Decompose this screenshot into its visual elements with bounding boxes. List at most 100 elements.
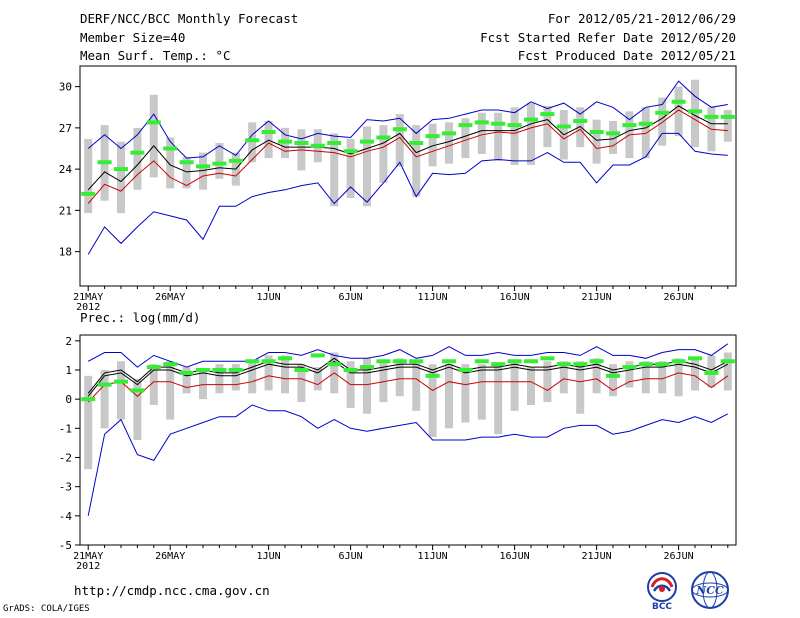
prec-marker bbox=[130, 388, 145, 393]
prec-box bbox=[477, 364, 486, 420]
prec-box bbox=[313, 367, 322, 391]
prec-marker bbox=[540, 356, 555, 361]
temp-box bbox=[199, 152, 207, 190]
temp-box bbox=[691, 79, 699, 148]
prec-marker bbox=[655, 362, 670, 367]
temp-frame bbox=[79, 65, 737, 287]
temp-marker bbox=[114, 167, 128, 172]
temp-box bbox=[641, 107, 650, 159]
temp-box bbox=[133, 127, 142, 190]
temp-box bbox=[149, 94, 158, 178]
temp-marker bbox=[491, 121, 506, 126]
prec-y-tick-label: -4 bbox=[59, 510, 73, 523]
prec-x-tick-label: 16JUN bbox=[500, 551, 530, 562]
prec-marker bbox=[474, 359, 489, 364]
temp-x-tick-label: 1JUN bbox=[257, 292, 281, 303]
prec-marker bbox=[114, 379, 128, 384]
temp-x-tick-label: 16JUN bbox=[500, 292, 530, 303]
prec-x-tick-label: 21JUN bbox=[582, 551, 612, 562]
prec-box bbox=[510, 361, 519, 411]
prec-box bbox=[674, 358, 683, 397]
prec-box bbox=[658, 361, 667, 394]
temp-x-tick-label: 21JUN bbox=[582, 292, 612, 303]
prec-marker bbox=[163, 362, 178, 367]
temp-marker bbox=[507, 123, 522, 128]
prec-x-tick-label: 6JUN bbox=[339, 551, 363, 562]
prec-box bbox=[166, 361, 175, 420]
prec-line-upper bbox=[87, 357, 729, 394]
svg-text:NCC: NCC bbox=[695, 584, 724, 597]
prec-marker bbox=[245, 359, 260, 364]
temp-box bbox=[445, 122, 453, 164]
temp-x-tick-label: 6JUN bbox=[339, 292, 363, 303]
prec-marker bbox=[97, 382, 112, 387]
prec-marker bbox=[196, 368, 210, 372]
source-url[interactable]: http://cmdp.ncc.cma.gov.cn bbox=[74, 583, 270, 598]
prec-box bbox=[133, 378, 142, 440]
temp-box bbox=[428, 123, 437, 167]
temp-marker bbox=[540, 112, 555, 117]
temp-y-tick-label: 30 bbox=[59, 81, 72, 94]
prec-box bbox=[231, 364, 240, 391]
prec-box bbox=[559, 361, 568, 394]
temp-box bbox=[215, 143, 224, 179]
temp-marker bbox=[589, 130, 604, 134]
prec-marker bbox=[212, 368, 227, 372]
prec-marker bbox=[606, 373, 620, 378]
temp-box bbox=[264, 121, 273, 159]
temp-marker bbox=[655, 110, 670, 115]
temp-box bbox=[412, 125, 421, 197]
prec-x-tick-label: 26MAY bbox=[155, 551, 185, 562]
prec-box bbox=[117, 361, 125, 420]
temp-marker bbox=[573, 119, 588, 123]
temp-marker bbox=[720, 114, 735, 119]
temp-box bbox=[395, 114, 404, 167]
prec-box bbox=[149, 364, 158, 405]
prec-marker bbox=[638, 362, 653, 367]
temp-marker bbox=[524, 117, 538, 122]
prec-y-tick-label: -2 bbox=[59, 452, 72, 465]
prec-box bbox=[264, 355, 273, 391]
temp-marker bbox=[556, 124, 571, 129]
temp-marker bbox=[360, 139, 374, 144]
temp-line-min bbox=[87, 132, 728, 255]
temp-box bbox=[674, 86, 683, 137]
prec-marker bbox=[491, 362, 506, 367]
prec-box bbox=[723, 352, 732, 391]
precipitation-panel-label: Prec.: log(mm/d) bbox=[80, 310, 200, 325]
temp-marker bbox=[606, 131, 620, 136]
prec-box bbox=[445, 364, 453, 429]
prec-marker bbox=[294, 368, 309, 372]
prec-box bbox=[592, 358, 601, 394]
prec-box bbox=[494, 364, 503, 435]
prec-marker bbox=[507, 359, 522, 364]
temp-marker bbox=[130, 150, 145, 155]
temp-marker bbox=[327, 141, 342, 145]
prec-y-tick-label: 2 bbox=[65, 335, 72, 348]
grads-credit: GrADS: COLA/IGES bbox=[3, 604, 90, 614]
svg-text:BCC: BCC bbox=[652, 602, 672, 610]
ncc-logo: NCC bbox=[691, 571, 729, 609]
temp-marker bbox=[622, 123, 637, 128]
prec-box bbox=[412, 361, 421, 411]
prec-marker bbox=[228, 368, 243, 372]
temp-box bbox=[723, 110, 732, 142]
prec-marker bbox=[622, 365, 637, 370]
prec-box bbox=[182, 367, 191, 394]
prec-line-median bbox=[87, 372, 729, 403]
temp-marker bbox=[442, 131, 456, 136]
prec-x-tick-label: 26JUN bbox=[664, 551, 694, 562]
temp-box bbox=[658, 97, 667, 146]
temp-y-tick-label: 21 bbox=[59, 204, 72, 217]
temp-marker bbox=[146, 120, 161, 125]
prec-marker bbox=[458, 368, 473, 372]
temp-marker bbox=[704, 114, 719, 119]
temp-line-max bbox=[87, 80, 728, 159]
prec-marker bbox=[524, 359, 538, 364]
prec-x-tick-label: 11JUN bbox=[418, 551, 448, 562]
prec-box bbox=[363, 358, 371, 414]
temp-marker bbox=[212, 161, 227, 166]
prec-marker bbox=[261, 359, 276, 364]
chart-title: DERF/NCC/BCC Monthly Forecast bbox=[80, 11, 299, 26]
